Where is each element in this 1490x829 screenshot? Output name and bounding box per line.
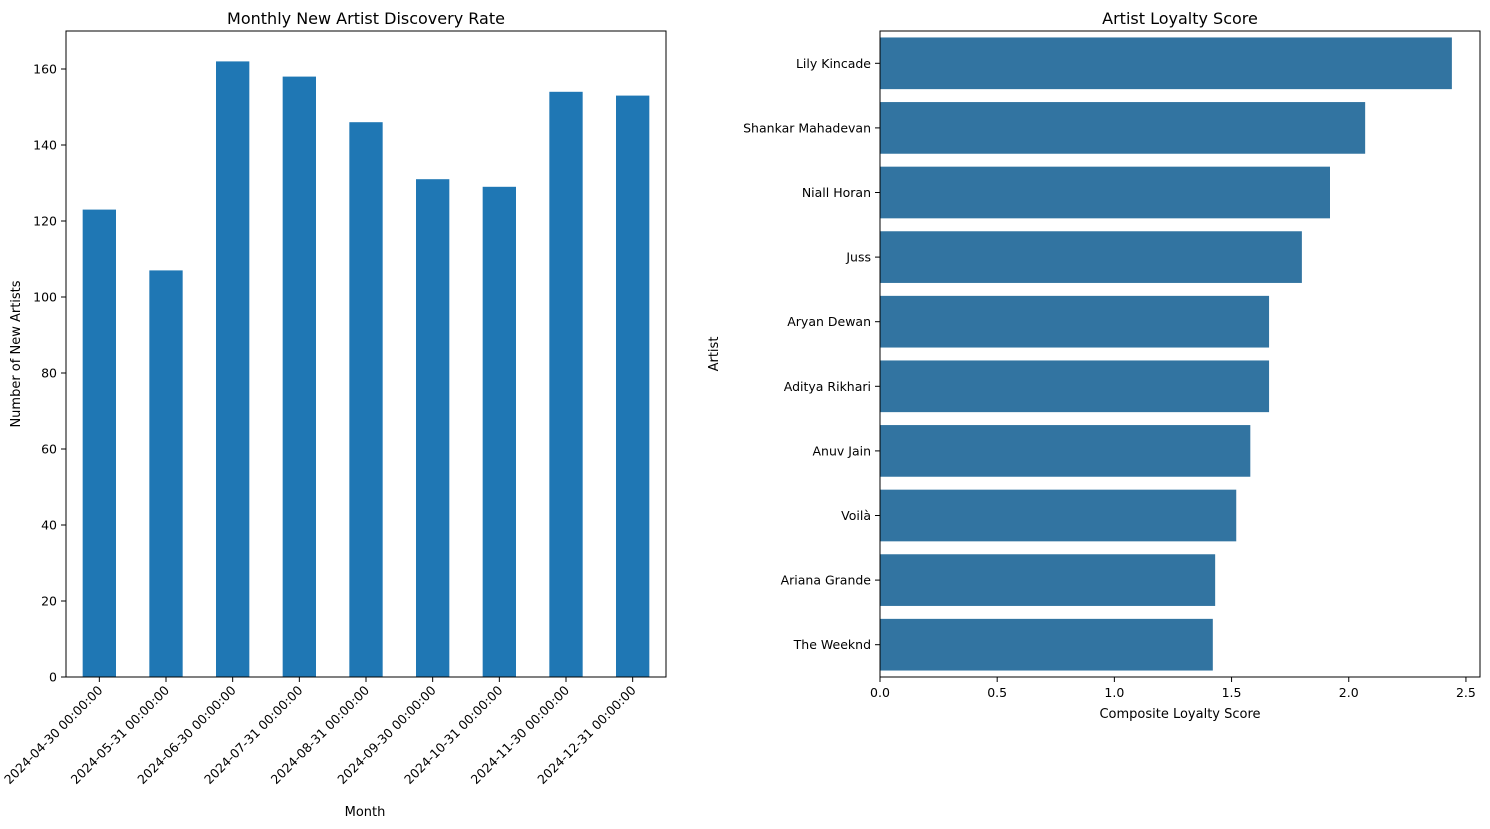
x-tick-label: 2.5 <box>1456 685 1476 700</box>
artist-label: Lily Kincade <box>796 56 871 71</box>
y-tick-label: 80 <box>41 366 57 381</box>
discovery-chart-title: Monthly New Artist Discovery Rate <box>227 9 505 28</box>
y-tick-label: 100 <box>33 290 57 305</box>
x-tick-label: 1.0 <box>1104 685 1124 700</box>
y-tick-label: 160 <box>33 62 57 77</box>
discovery-plot-frame <box>65 30 667 678</box>
discovery-x-axis-label: Month <box>345 805 386 820</box>
loyalty-x-axis-label: Composite Loyalty Score <box>1099 707 1260 722</box>
discovery-y-ticks: 0 20 40 60 80 100 120 140 160 <box>33 62 66 685</box>
discovery-bar <box>282 76 316 678</box>
discovery-bar <box>82 209 116 677</box>
y-tick-label: 140 <box>33 138 57 153</box>
y-tick-label: 0 <box>49 670 57 685</box>
loyalty-bar <box>880 489 1237 542</box>
loyalty-y-ticks: Lily Kincade Shankar Mahadevan Niall Horan… <box>743 56 880 652</box>
y-tick-label: 20 <box>41 594 57 609</box>
artist-label: Ariana Grande <box>781 573 872 588</box>
artist-label: Shankar Mahadevan <box>743 120 871 135</box>
artist-label: Aditya Rikhari <box>784 379 871 394</box>
x-tick-label: 0.5 <box>987 685 1007 700</box>
loyalty-bar <box>880 295 1270 348</box>
loyalty-x-ticks: 0.0 0.5 1.0 1.5 2.0 2.5 <box>870 677 1476 700</box>
loyalty-bar <box>880 102 1366 154</box>
artist-label: Niall Horan <box>802 185 871 200</box>
discovery-y-axis-label: Number of New Artists <box>9 280 24 427</box>
artist-label: Voilà <box>841 508 871 523</box>
discovery-bar <box>482 186 516 678</box>
discovery-bar <box>549 91 583 678</box>
loyalty-bar <box>880 554 1216 606</box>
loyalty-chart-title: Artist Loyalty Score <box>1102 9 1258 28</box>
discovery-bar <box>216 61 250 677</box>
discovery-bar <box>149 270 183 677</box>
loyalty-bar <box>880 166 1330 219</box>
loyalty-bar <box>880 360 1270 413</box>
loyalty-bar <box>880 618 1213 671</box>
discovery-rate-chart: Monthly New Artist Discovery Rate 0 20 40 6… <box>1 9 667 820</box>
y-tick-label: 60 <box>41 442 57 457</box>
discovery-bars <box>82 61 650 678</box>
x-tick-label: 2.0 <box>1339 685 1359 700</box>
x-tick-label: 1.5 <box>1222 685 1242 700</box>
loyalty-bar <box>880 425 1251 477</box>
loyalty-bar <box>880 37 1452 90</box>
y-tick-label: 40 <box>41 518 57 533</box>
discovery-bar <box>616 95 650 678</box>
loyalty-score-chart: Artist Loyalty Score Lily Kincade Shankar… <box>707 9 1481 722</box>
x-tick-label: 0.0 <box>870 685 890 700</box>
loyalty-bars <box>880 37 1452 671</box>
loyalty-y-axis-label: Artist <box>707 337 722 372</box>
artist-label: Aryan Dewan <box>787 314 871 329</box>
loyalty-plot-frame <box>879 30 1481 678</box>
artist-label: Juss <box>845 250 871 265</box>
loyalty-bar <box>880 231 1302 283</box>
artist-label: The Weeknd <box>793 637 871 652</box>
artist-label: Anuv Jain <box>812 443 871 458</box>
y-tick-label: 120 <box>33 214 57 229</box>
discovery-bar <box>416 179 450 677</box>
discovery-bar <box>349 122 383 677</box>
